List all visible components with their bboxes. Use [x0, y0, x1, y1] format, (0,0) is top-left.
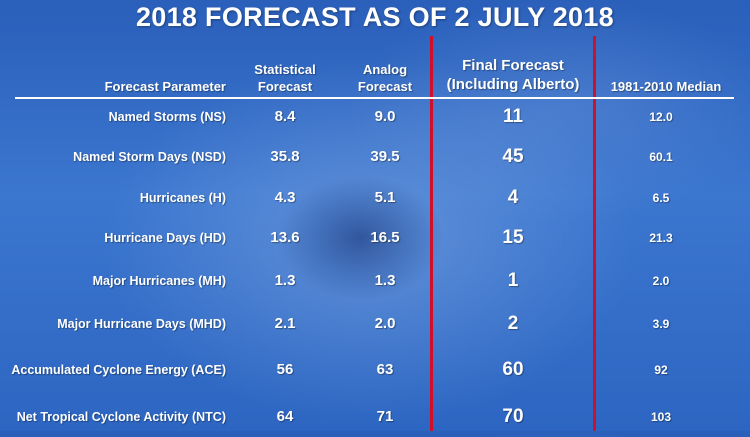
cell-median: 6.5	[652, 191, 670, 205]
slide-title: 2018 FORECAST AS OF 2 JULY 2018	[135, 2, 614, 32]
cell-analog: 63	[376, 361, 394, 378]
cell-parameter: Hurricane Days (HD)	[104, 231, 226, 245]
header-statistical-line2: Forecast	[257, 79, 313, 94]
cell-parameter: Accumulated Cyclone Energy (ACE)	[11, 363, 226, 377]
cell-parameter: Named Storm Days (NSD)	[73, 150, 226, 164]
cell-analog: 9.0	[374, 108, 396, 125]
cell-median: 103	[650, 410, 672, 424]
cell-final: 60	[502, 359, 524, 380]
cell-statistical: 2.1	[274, 315, 296, 332]
red-divider-left	[430, 36, 433, 431]
table-row: Major Hurricane Days (MHD) 2.1 2.0 2 3.9	[0, 304, 750, 344]
cell-median: 21.3	[649, 231, 673, 245]
header-statistical: Statistical Forecast	[235, 61, 335, 95]
header-final: Final Forecast (Including Alberto)	[433, 56, 593, 94]
table-row: Hurricanes (H) 4.3 5.1 4 6.5	[0, 178, 750, 218]
header-median: 1981-2010 Median	[610, 79, 722, 94]
cell-final: 11	[502, 106, 524, 127]
table-row: Named Storms (NS) 8.4 9.0 11 12.0	[0, 97, 750, 137]
cell-analog: 5.1	[374, 189, 396, 206]
cell-analog: 1.3	[374, 272, 396, 289]
header-rule	[15, 97, 734, 99]
table-row: Named Storm Days (NSD) 35.8 39.5 45 60.1	[0, 137, 750, 177]
cell-final: 4	[507, 187, 519, 208]
cell-final: 1	[507, 270, 519, 291]
header-statistical-line1: Statistical	[254, 62, 316, 77]
cell-statistical: 8.4	[274, 108, 296, 125]
header-parameter: Forecast Parameter	[104, 79, 226, 94]
cell-parameter: Hurricanes (H)	[139, 191, 226, 205]
cell-median: 3.9	[652, 317, 670, 331]
cell-statistical: 64	[276, 408, 294, 425]
cell-analog: 2.0	[374, 315, 396, 332]
table-row: Accumulated Cyclone Energy (ACE) 56 63 6…	[0, 350, 750, 390]
table-row: Net Tropical Cyclone Activity (NTC) 64 7…	[0, 397, 750, 437]
cell-median: 2.0	[652, 274, 670, 288]
header-final-line1: Final Forecast	[462, 57, 564, 74]
cell-median: 60.1	[649, 150, 673, 164]
cell-analog: 16.5	[370, 229, 400, 246]
cell-statistical: 35.8	[270, 148, 300, 165]
cell-parameter: Named Storms (NS)	[108, 110, 226, 124]
cell-parameter: Major Hurricanes (MH)	[92, 274, 226, 288]
cell-analog: 39.5	[370, 148, 400, 165]
cell-final: 2	[507, 313, 519, 334]
cell-parameter: Major Hurricane Days (MHD)	[57, 317, 226, 331]
table-row: Major Hurricanes (MH) 1.3 1.3 1 2.0	[0, 261, 750, 301]
cell-statistical: 1.3	[274, 272, 296, 289]
header-analog-line1: Analog	[362, 62, 408, 77]
table-row: Hurricane Days (HD) 13.6 16.5 15 21.3	[0, 218, 750, 258]
cell-statistical: 4.3	[274, 189, 296, 206]
cell-parameter: Net Tropical Cyclone Activity (NTC)	[16, 410, 226, 424]
red-divider-right	[593, 36, 596, 431]
cell-median: 12.0	[649, 110, 673, 124]
cell-final: 15	[502, 227, 524, 248]
cell-statistical: 13.6	[270, 229, 300, 246]
cell-final: 70	[502, 406, 524, 427]
cell-final: 45	[502, 146, 524, 167]
header-analog-line2: Forecast	[357, 79, 413, 94]
cell-statistical: 56	[276, 361, 294, 378]
header-analog: Analog Forecast	[335, 61, 435, 95]
cell-analog: 71	[376, 408, 394, 425]
header-final-line2: (Including Alberto)	[446, 76, 580, 93]
cell-median: 92	[654, 363, 668, 377]
